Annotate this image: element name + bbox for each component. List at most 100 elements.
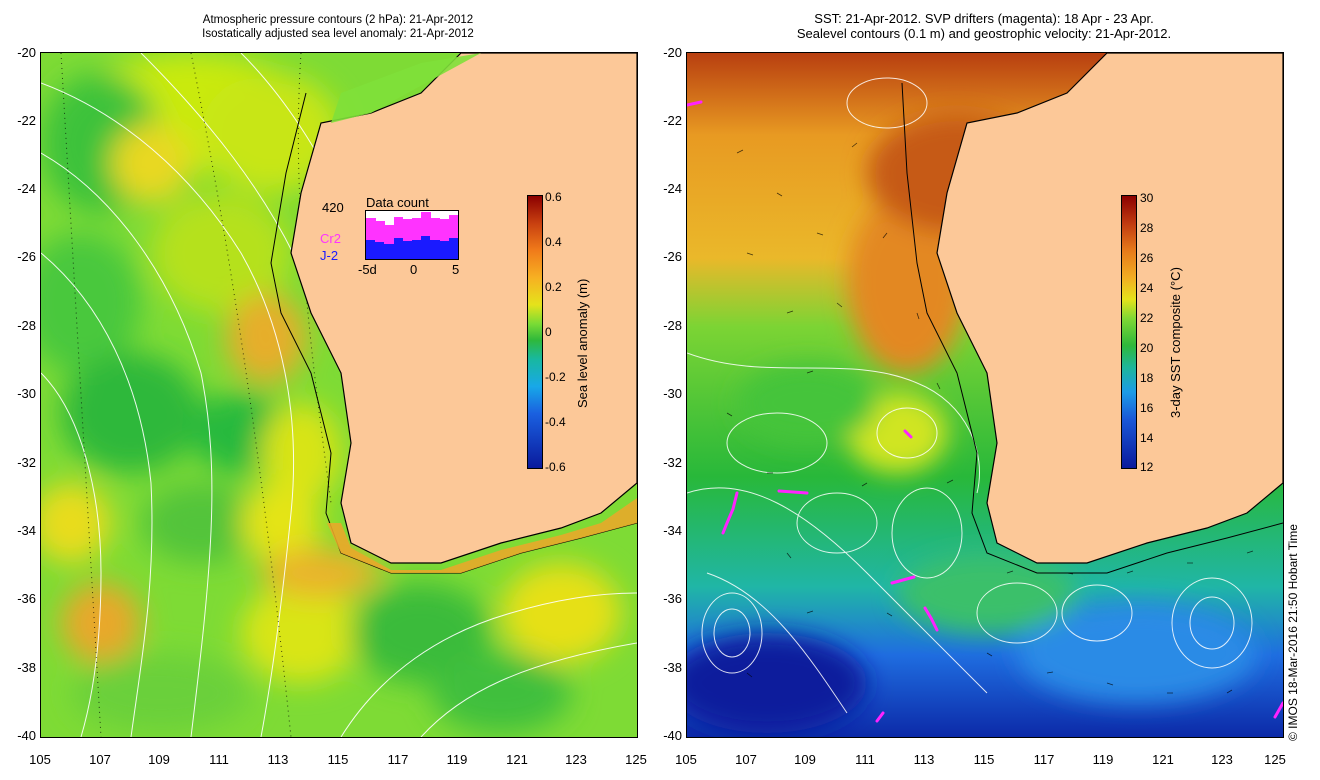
data-count-max: 420: [322, 200, 344, 215]
data-count-xtick-end: 5: [452, 262, 460, 277]
data-count-bar-j2: [439, 241, 450, 259]
lon-label-left: 107: [89, 752, 111, 767]
data-count-bar-j2: [412, 239, 422, 259]
data-count-xtick-start: -5d: [358, 262, 377, 277]
lat-label-right: -22: [663, 113, 682, 128]
data-count-bar-j2: [384, 243, 395, 259]
lon-label-left: 115: [327, 752, 349, 767]
sst-tick-2: 28: [1140, 221, 1154, 235]
lon-label-right: 121: [1152, 752, 1174, 767]
data-count-bar-j2: [421, 236, 431, 259]
lat-label-right: -38: [663, 660, 682, 675]
sst-colorbar: [1121, 195, 1137, 469]
data-count-bar-cr2: [402, 219, 413, 259]
lat-label-right: -26: [663, 249, 682, 264]
imos-credit: © IMOS 18-Mar-2016 21:50 Hobart Time: [1286, 524, 1300, 741]
lat-label-right: -32: [663, 455, 682, 470]
sla-tick-2: 0.4: [545, 235, 562, 249]
data-count-bar-j2: [393, 238, 404, 259]
data-count-bar-cr2: [375, 221, 385, 259]
lat-label-left: -34: [17, 523, 36, 538]
lat-label-left: -36: [17, 591, 36, 606]
lon-label-right: 111: [855, 752, 875, 767]
lon-label-right: 123: [1211, 752, 1233, 767]
lat-label-left: -28: [17, 318, 36, 333]
lon-label-left: 125: [625, 752, 647, 767]
sst-tick-6: 20: [1140, 341, 1154, 355]
data-count-bar-cr2: [366, 217, 376, 259]
sst-tick-9: 14: [1140, 431, 1154, 445]
data-count-series-j2: J-2: [320, 248, 339, 263]
sea-level-anomaly-map: [40, 52, 638, 738]
data-count-bar-cr2: [448, 215, 458, 259]
data-count-bar-j2: [402, 241, 413, 259]
lon-label-right: 113: [913, 752, 935, 767]
lon-label-left: 105: [29, 752, 51, 767]
data-count-histogram: [365, 210, 459, 260]
lat-label-left: -26: [17, 249, 36, 264]
sla-tick-3: 0.2: [545, 280, 562, 294]
sla-tick-7: -0.6: [545, 460, 566, 474]
right-map-title-line2: Sealevel contours (0.1 m) and geostrophi…: [796, 26, 1172, 41]
lon-label-left: 121: [506, 752, 528, 767]
lon-label-left: 109: [148, 752, 170, 767]
lat-label-left: -32: [17, 455, 36, 470]
sea-level-colorbar: [527, 195, 543, 469]
lon-label-right: 105: [675, 752, 697, 767]
data-count-title: Data count: [366, 195, 429, 210]
data-count-bar-cr2: [412, 217, 422, 259]
data-count-bar-cr2: [393, 216, 404, 259]
sea-level-anomaly-field: [41, 53, 637, 737]
left-map-title-line1: Atmospheric pressure contours (2 hPa): 2…: [202, 14, 474, 26]
sla-tick-5: -0.2: [545, 370, 566, 384]
lat-label-right: -20: [663, 45, 682, 60]
sst-colorbar-title: 3-day SST composite (°C): [1168, 267, 1183, 418]
lat-label-right: -34: [663, 523, 682, 538]
lon-label-left: 123: [565, 752, 587, 767]
data-count-bar-j2: [375, 241, 385, 259]
sst-tick-8: 16: [1140, 401, 1154, 415]
sst-tick-10: 12: [1140, 460, 1154, 474]
lat-label-right: -30: [663, 386, 682, 401]
lon-label-left: 111: [209, 752, 229, 767]
lat-label-right: -36: [663, 591, 682, 606]
lat-label-left: -40: [17, 728, 36, 743]
sla-tick-1: 0.6: [545, 190, 562, 204]
lon-label-right: 109: [794, 752, 816, 767]
lon-label-left: 119: [446, 752, 468, 767]
lat-label-right: -24: [663, 181, 682, 196]
sst-tick-4: 24: [1140, 281, 1154, 295]
lat-label-right: -40: [663, 728, 682, 743]
sst-tick-1: 30: [1140, 191, 1154, 205]
sst-map: [686, 52, 1284, 738]
lon-label-right: 125: [1264, 752, 1286, 767]
sla-tick-4: 0: [545, 325, 552, 339]
lat-label-left: -38: [17, 660, 36, 675]
data-count-bar-cr2: [430, 217, 441, 259]
left-map-title-line2: Isostatically adjusted sea level anomaly…: [202, 28, 474, 40]
lon-label-left: 117: [387, 752, 409, 767]
sst-tick-7: 18: [1140, 371, 1154, 385]
lon-label-right: 107: [735, 752, 757, 767]
data-count-xtick-zero: 0: [410, 262, 418, 277]
sst-tick-5: 22: [1140, 311, 1154, 325]
sla-tick-6: -0.4: [545, 415, 566, 429]
sst-field: [687, 53, 1283, 737]
data-count-bar-cr2: [439, 219, 450, 259]
data-count-series-cr2: Cr2: [320, 231, 341, 246]
lat-label-left: -20: [17, 45, 36, 60]
data-count-bar-j2: [366, 239, 376, 259]
lat-label-left: -24: [17, 181, 36, 196]
lon-label-right: 117: [1033, 752, 1055, 767]
lat-label-left: -22: [17, 113, 36, 128]
right-map-title-line1: SST: 21-Apr-2012. SVP drifters (magenta)…: [814, 11, 1154, 26]
lat-label-right: -28: [663, 318, 682, 333]
data-count-bar-cr2: [384, 224, 395, 259]
lon-label-right: 119: [1092, 752, 1114, 767]
data-count-bar-j2: [430, 239, 441, 259]
lat-label-left: -30: [17, 386, 36, 401]
sst-tick-3: 26: [1140, 251, 1154, 265]
data-count-bar-cr2: [421, 212, 431, 259]
data-count-bar-j2: [448, 238, 458, 259]
sla-colorbar-title: Sea level anomaly (m): [575, 278, 590, 408]
